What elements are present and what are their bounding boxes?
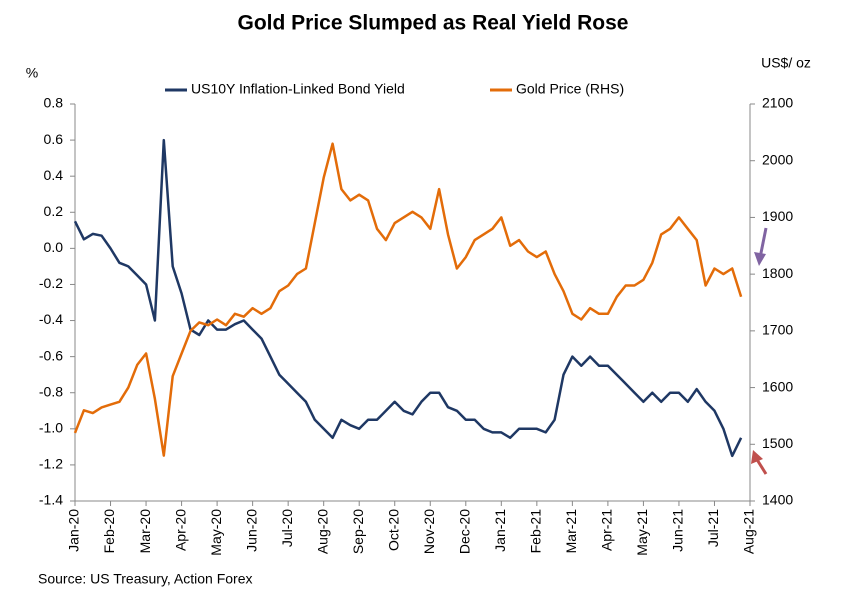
y-axis-label: % [26, 65, 38, 81]
y-tick-label: -0.8 [39, 383, 63, 399]
x-tick-label: Jul-20 [279, 509, 295, 547]
x-tick-label: Feb-20 [101, 509, 117, 554]
x-tick-label: Aug-20 [314, 509, 330, 554]
x-tick-label: Apr-20 [172, 509, 188, 551]
y2-tick-label: 1500 [762, 435, 793, 451]
y-tick-label: 0.8 [44, 95, 64, 111]
y-tick-label: -1.2 [39, 456, 63, 472]
x-tick-label: Nov-20 [421, 509, 437, 554]
purple-arrow [754, 227, 768, 266]
y-tick-label: -0.4 [39, 311, 63, 327]
x-tick-label: Jun-21 [670, 509, 686, 552]
x-tick-label: Apr-21 [599, 509, 615, 551]
y-tick-label: -0.2 [39, 275, 63, 291]
x-tick-label: Feb-21 [528, 509, 544, 554]
y2-axis-label: US$/ oz [761, 55, 811, 71]
y2-tick-label: 1400 [762, 492, 793, 508]
y2-tick-label: 1700 [762, 322, 793, 338]
y-tick-label: 0.2 [44, 203, 64, 219]
x-tick-label: Aug-21 [741, 509, 757, 554]
x-tick-label: Sep-20 [350, 509, 366, 554]
x-tick-label: May-20 [208, 509, 224, 556]
y-tick-label: -0.6 [39, 347, 63, 363]
x-tick-label: Jan-20 [66, 509, 82, 552]
legend-label: US10Y Inflation-Linked Bond Yield [191, 81, 405, 97]
x-tick-label: Mar-20 [137, 509, 153, 554]
y2-tick-label: 1900 [762, 208, 793, 224]
chart-title: Gold Price Slumped as Real Yield Rose [238, 12, 629, 35]
x-tick-label: Dec-20 [456, 509, 472, 554]
y-tick-label: -1.4 [39, 492, 63, 508]
y-tick-label: -1.0 [39, 420, 63, 436]
x-tick-label: Mar-21 [563, 509, 579, 554]
series-line [73, 142, 743, 457]
x-tick-label: Jul-21 [705, 509, 721, 547]
x-tick-label: Oct-20 [385, 509, 401, 551]
y2-tick-label: 2100 [762, 95, 793, 111]
y-tick-label: 0.4 [44, 167, 64, 183]
y2-tick-label: 1800 [762, 265, 793, 281]
red-arrow [751, 450, 768, 475]
y-tick-label: 0.0 [44, 239, 64, 255]
y-tick-label: 0.6 [44, 131, 64, 147]
legend-label: Gold Price (RHS) [516, 81, 624, 97]
x-tick-label: Jun-20 [243, 509, 259, 552]
y2-tick-label: 2000 [762, 151, 793, 167]
y2-tick-label: 1600 [762, 378, 793, 394]
series-line [73, 138, 743, 458]
source-note: Source: US Treasury, Action Forex [38, 571, 253, 587]
x-tick-label: May-21 [634, 509, 650, 556]
x-tick-label: Jan-21 [492, 509, 508, 552]
